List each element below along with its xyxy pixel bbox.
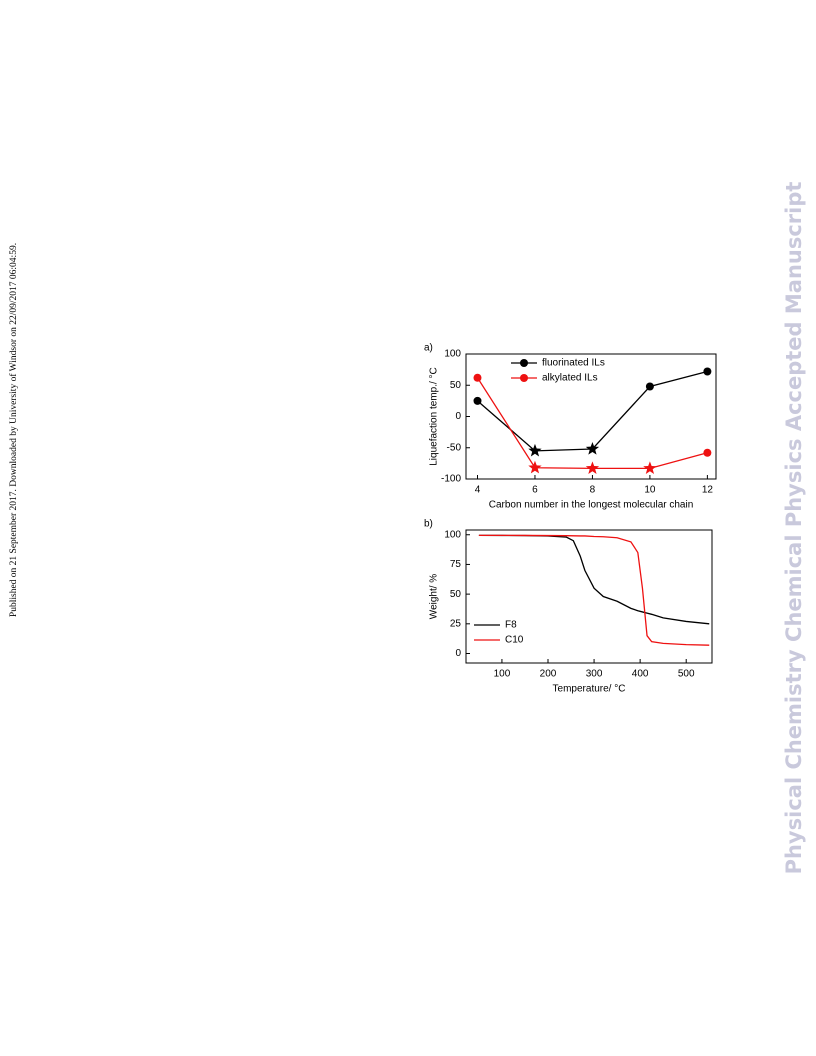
circle-marker — [703, 448, 712, 457]
x-tick-label: 300 — [586, 669, 603, 680]
star-marker — [585, 461, 600, 475]
plot-frame — [465, 529, 713, 664]
star-marker — [643, 461, 657, 475]
x-tick-label: 400 — [632, 669, 649, 680]
circle-marker — [473, 373, 482, 382]
y-tick-label: 25 — [450, 618, 462, 629]
legend-label: alkylated ILs — [542, 373, 598, 384]
x-tick-label: 500 — [678, 669, 695, 680]
y-tick-label: -50 — [447, 442, 462, 453]
x-axis-label: Carbon number in the longest molecular c… — [489, 500, 694, 511]
x-tick-label: 8 — [590, 485, 596, 496]
side-note: Published on 21 September 2017. Download… — [8, 243, 19, 617]
x-tick-label: 4 — [475, 485, 481, 496]
y-tick-label: 0 — [455, 648, 461, 659]
legend-marker — [520, 359, 528, 367]
circle-marker — [473, 396, 482, 405]
x-tick-label: 6 — [532, 485, 538, 496]
x-tick-label: 12 — [702, 485, 714, 496]
y-tick-label: 50 — [450, 589, 462, 600]
y-tick-label: 100 — [444, 349, 461, 360]
y-tick-label: 75 — [450, 559, 462, 570]
y-axis-label: Liquefaction temp./ °C — [429, 367, 440, 466]
y-axis-label: Weight/ % — [429, 574, 440, 619]
circle-marker — [645, 382, 654, 391]
x-tick-label: 100 — [494, 669, 511, 680]
watermark: Physical Chemistry Chemical Physics Acce… — [782, 182, 806, 875]
star-marker — [528, 443, 542, 457]
legend-label: F8 — [505, 620, 517, 631]
y-tick-label: 0 — [455, 411, 461, 422]
circle-marker — [703, 367, 712, 376]
star-marker — [585, 442, 600, 455]
panel-label: a) — [424, 343, 433, 354]
legend-marker — [520, 374, 528, 382]
series-line — [478, 534, 710, 646]
x-tick-label: 10 — [644, 485, 656, 496]
legend-label: fluorinated ILs — [542, 358, 605, 369]
star-marker — [528, 460, 542, 474]
x-axis-label: Temperature/ °C — [553, 684, 626, 695]
y-tick-label: 50 — [450, 380, 462, 391]
x-tick-label: 200 — [540, 669, 557, 680]
legend-label: C10 — [505, 635, 524, 646]
y-tick-label: -100 — [441, 474, 461, 485]
series-line — [478, 534, 710, 625]
series-line — [476, 377, 708, 470]
panel-label: b) — [424, 519, 433, 530]
y-tick-label: 100 — [444, 529, 461, 540]
